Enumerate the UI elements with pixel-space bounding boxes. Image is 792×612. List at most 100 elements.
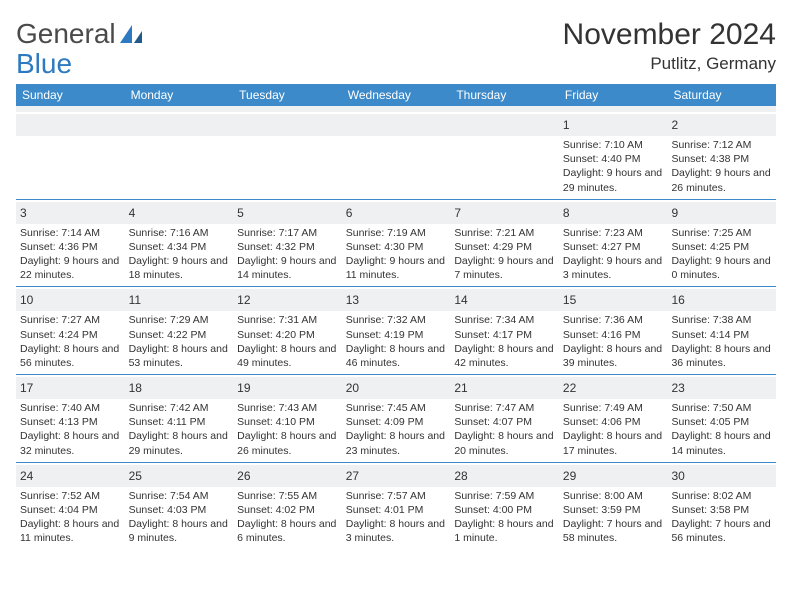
day-details: Sunrise: 7:52 AMSunset: 4:04 PMDaylight:… [20, 489, 121, 546]
sunrise-line: Sunrise: 7:54 AM [129, 489, 230, 503]
daylight-line: Daylight: 8 hours and 20 minutes. [454, 429, 555, 457]
sunrise-line: Sunrise: 7:14 AM [20, 226, 121, 240]
day-details: Sunrise: 7:21 AMSunset: 4:29 PMDaylight:… [454, 226, 555, 283]
day-details: Sunrise: 7:29 AMSunset: 4:22 PMDaylight:… [129, 313, 230, 370]
week-row: 10Sunrise: 7:27 AMSunset: 4:24 PMDayligh… [16, 286, 776, 374]
day-cell [16, 112, 125, 199]
day-cell: 7Sunrise: 7:21 AMSunset: 4:29 PMDaylight… [450, 200, 559, 287]
day-number-row: 14 [450, 289, 559, 311]
sunrise-line: Sunrise: 7:10 AM [563, 138, 664, 152]
day-details: Sunrise: 7:49 AMSunset: 4:06 PMDaylight:… [563, 401, 664, 458]
day-number-row: 17 [16, 377, 125, 399]
day-number-row: 3 [16, 202, 125, 224]
sunset-line: Sunset: 3:58 PM [671, 503, 772, 517]
sunrise-line: Sunrise: 7:31 AM [237, 313, 338, 327]
day-number: 12 [237, 293, 250, 307]
day-number-row [16, 114, 125, 136]
sunrise-line: Sunrise: 7:50 AM [671, 401, 772, 415]
day-details: Sunrise: 7:31 AMSunset: 4:20 PMDaylight:… [237, 313, 338, 370]
day-number-row: 15 [559, 289, 668, 311]
day-cell: 14Sunrise: 7:34 AMSunset: 4:17 PMDayligh… [450, 287, 559, 374]
day-cell: 29Sunrise: 8:00 AMSunset: 3:59 PMDayligh… [559, 463, 668, 550]
month-title: November 2024 [563, 18, 776, 52]
day-number-row: 24 [16, 465, 125, 487]
daylight-line: Daylight: 7 hours and 58 minutes. [563, 517, 664, 545]
day-number-row [342, 114, 451, 136]
sunrise-line: Sunrise: 7:25 AM [671, 226, 772, 240]
sunset-line: Sunset: 4:04 PM [20, 503, 121, 517]
day-cell: 26Sunrise: 7:55 AMSunset: 4:02 PMDayligh… [233, 463, 342, 550]
sunset-line: Sunset: 4:30 PM [346, 240, 447, 254]
sunrise-line: Sunrise: 7:32 AM [346, 313, 447, 327]
day-cell [450, 112, 559, 199]
day-details: Sunrise: 7:47 AMSunset: 4:07 PMDaylight:… [454, 401, 555, 458]
sunset-line: Sunset: 4:17 PM [454, 328, 555, 342]
day-details: Sunrise: 7:17 AMSunset: 4:32 PMDaylight:… [237, 226, 338, 283]
day-number-row: 28 [450, 465, 559, 487]
day-details: Sunrise: 7:34 AMSunset: 4:17 PMDaylight:… [454, 313, 555, 370]
daylight-line: Daylight: 8 hours and 11 minutes. [20, 517, 121, 545]
sunset-line: Sunset: 4:09 PM [346, 415, 447, 429]
day-number: 18 [129, 381, 142, 395]
dow-header-row: SundayMondayTuesdayWednesdayThursdayFrid… [16, 84, 776, 106]
day-number: 5 [237, 206, 244, 220]
sunrise-line: Sunrise: 7:59 AM [454, 489, 555, 503]
daylight-line: Daylight: 9 hours and 18 minutes. [129, 254, 230, 282]
day-details: Sunrise: 7:36 AMSunset: 4:16 PMDaylight:… [563, 313, 664, 370]
brand-part2: Blue [16, 48, 72, 80]
day-number: 22 [563, 381, 576, 395]
week-row: 17Sunrise: 7:40 AMSunset: 4:13 PMDayligh… [16, 374, 776, 462]
page-header: General November 2024 Putlitz, Germany [16, 18, 776, 74]
sunset-line: Sunset: 4:24 PM [20, 328, 121, 342]
brand-logo: General [16, 18, 144, 50]
daylight-line: Daylight: 8 hours and 39 minutes. [563, 342, 664, 370]
day-number: 3 [20, 206, 27, 220]
sunrise-line: Sunrise: 7:45 AM [346, 401, 447, 415]
day-cell: 5 Sunrise: 7:17 AMSunset: 4:32 PMDaylight… [233, 200, 342, 287]
day-details: Sunrise: 7:43 AMSunset: 4:10 PMDaylight:… [237, 401, 338, 458]
day-number: 25 [129, 469, 142, 483]
sunrise-line: Sunrise: 7:38 AM [671, 313, 772, 327]
sunset-line: Sunset: 4:38 PM [671, 152, 772, 166]
daylight-line: Daylight: 9 hours and 29 minutes. [563, 166, 664, 194]
day-cell: 8Sunrise: 7:23 AMSunset: 4:27 PMDaylight… [559, 200, 668, 287]
day-number-row: 5 [233, 202, 342, 224]
daylight-line: Daylight: 8 hours and 46 minutes. [346, 342, 447, 370]
daylight-line: Daylight: 9 hours and 14 minutes. [237, 254, 338, 282]
day-details: Sunrise: 7:54 AMSunset: 4:03 PMDaylight:… [129, 489, 230, 546]
day-details: Sunrise: 7:50 AMSunset: 4:05 PMDaylight:… [671, 401, 772, 458]
day-cell: 28 Sunrise: 7:59 AMSunset: 4:00 PMDayligh… [450, 463, 559, 550]
day-cell: 2Sunrise: 7:12 AMSunset: 4:38 PMDaylight… [667, 112, 776, 199]
daylight-line: Daylight: 8 hours and 49 minutes. [237, 342, 338, 370]
sunset-line: Sunset: 4:32 PM [237, 240, 338, 254]
day-details: Sunrise: 7:14 AMSunset: 4:36 PMDaylight:… [20, 226, 121, 283]
day-number-row: 25 [125, 465, 234, 487]
day-number-row: 4 [125, 202, 234, 224]
week-row: 1Sunrise: 7:10 AMSunset: 4:40 PMDaylight… [16, 112, 776, 199]
weeks-container: 1Sunrise: 7:10 AMSunset: 4:40 PMDaylight… [16, 112, 776, 549]
daylight-line: Daylight: 8 hours and 53 minutes. [129, 342, 230, 370]
day-details: Sunrise: 7:38 AMSunset: 4:14 PMDaylight:… [671, 313, 772, 370]
daylight-line: Daylight: 8 hours and 32 minutes. [20, 429, 121, 457]
day-details: Sunrise: 7:16 AMSunset: 4:34 PMDaylight:… [129, 226, 230, 283]
daylight-line: Daylight: 8 hours and 1 minute. [454, 517, 555, 545]
calendar-grid: SundayMondayTuesdayWednesdayThursdayFrid… [16, 84, 776, 549]
sunset-line: Sunset: 4:27 PM [563, 240, 664, 254]
sunset-line: Sunset: 4:00 PM [454, 503, 555, 517]
day-cell: 30Sunrise: 8:02 AMSunset: 3:58 PMDayligh… [667, 463, 776, 550]
sail-icon [118, 23, 144, 45]
sunrise-line: Sunrise: 7:43 AM [237, 401, 338, 415]
day-cell [233, 112, 342, 199]
sunrise-line: Sunrise: 7:19 AM [346, 226, 447, 240]
day-number-row: 7 [450, 202, 559, 224]
sunrise-line: Sunrise: 7:23 AM [563, 226, 664, 240]
day-cell: 13Sunrise: 7:32 AMSunset: 4:19 PMDayligh… [342, 287, 451, 374]
day-details: Sunrise: 7:10 AMSunset: 4:40 PMDaylight:… [563, 138, 664, 195]
day-number-row: 21 [450, 377, 559, 399]
day-number-row [125, 114, 234, 136]
daylight-line: Daylight: 8 hours and 42 minutes. [454, 342, 555, 370]
day-number: 8 [563, 206, 570, 220]
day-number: 29 [563, 469, 576, 483]
sunset-line: Sunset: 4:01 PM [346, 503, 447, 517]
day-number-row: 30 [667, 465, 776, 487]
